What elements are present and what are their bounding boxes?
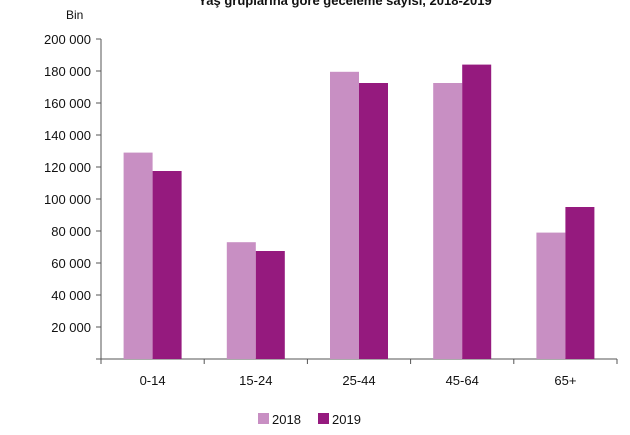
bar-2018-45-64 xyxy=(433,83,463,359)
x-tick-label: 65+ xyxy=(554,373,576,388)
legend-label: 2019 xyxy=(332,412,361,427)
y-tick-label: 180 000 xyxy=(44,64,91,79)
bar-2018-15-24 xyxy=(226,242,256,359)
y-tick-label: 40 000 xyxy=(51,288,91,303)
y-tick-label: 100 000 xyxy=(44,192,91,207)
bar-2019-65+ xyxy=(565,207,595,359)
x-axis: 0-14 15-24 25-44 45-64 65+ xyxy=(100,358,618,388)
y-tick-label: 20 000 xyxy=(51,320,91,335)
y-unit-label: Bin xyxy=(66,8,83,22)
y-axis: 20 000 40 000 60 000 80 000 100 000 120 000 14… xyxy=(44,32,102,360)
bar-2019-25-44 xyxy=(359,83,388,359)
x-tick-label: 0-14 xyxy=(140,373,166,388)
y-tick-label: 120 000 xyxy=(44,160,91,175)
y-tick-label: 140 000 xyxy=(44,128,91,143)
bar-2019-45-64 xyxy=(462,64,492,359)
x-tick-label: 15-24 xyxy=(239,373,272,388)
bars xyxy=(123,64,595,360)
x-tick-label: 45-64 xyxy=(446,373,479,388)
legend: 2018 2019 xyxy=(258,412,361,427)
y-tick-label: 60 000 xyxy=(51,256,91,271)
bar-2019-0-14 xyxy=(152,171,182,359)
bar-2018-25-44 xyxy=(330,71,359,360)
y-tick-label: 160 000 xyxy=(44,96,91,111)
chart-title: Yaş gruplarına göre geceleme sayısı, 201… xyxy=(198,0,491,8)
y-tick-label: 200 000 xyxy=(44,32,91,47)
x-tick-label: 25-44 xyxy=(342,373,375,388)
bar-2018-0-14 xyxy=(123,152,153,359)
bar-2019-15-24 xyxy=(255,251,285,359)
legend-swatch-2018 xyxy=(258,413,269,424)
legend-swatch-2019 xyxy=(318,413,329,424)
legend-label: 2018 xyxy=(272,412,301,427)
bar-2018-65+ xyxy=(536,232,566,359)
y-tick-label: 80 000 xyxy=(51,224,91,239)
